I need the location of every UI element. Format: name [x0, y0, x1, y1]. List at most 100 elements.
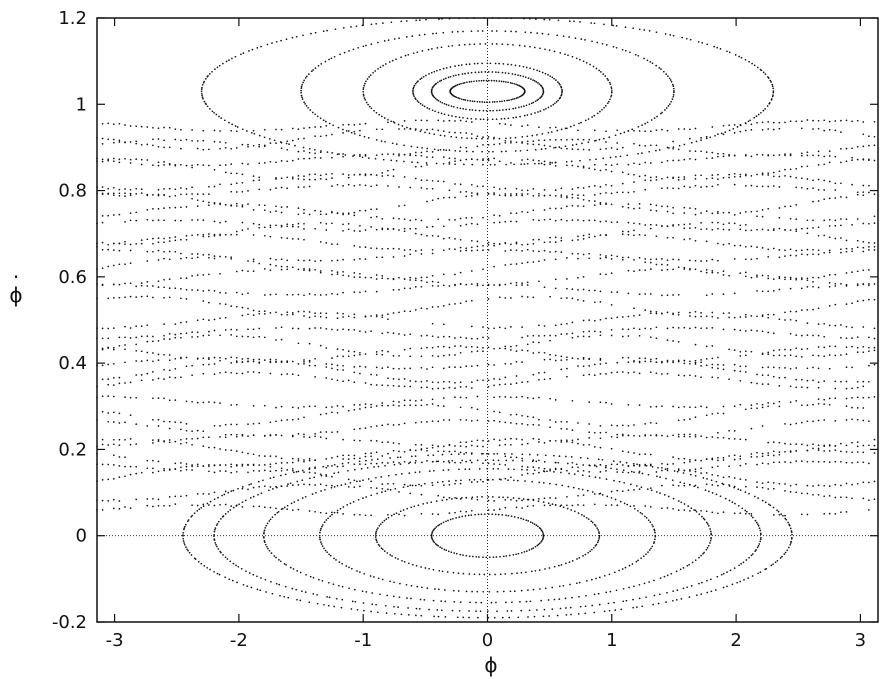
- orbit-point: [739, 455, 742, 458]
- orbit-point: [487, 71, 490, 73]
- orbit-point: [235, 435, 238, 438]
- orbit-point: [437, 235, 440, 238]
- orbit-point: [375, 530, 378, 533]
- orbit-point: [442, 387, 445, 390]
- orbit-point: [621, 205, 624, 208]
- orbit-point: [521, 282, 523, 284]
- orbit-point: [235, 423, 238, 426]
- orbit-point: [582, 504, 585, 507]
- orbit-point: [543, 249, 546, 252]
- orbit-point: [476, 445, 479, 448]
- orbit-point: [637, 559, 639, 562]
- orbit-point: [739, 316, 742, 318]
- orbit-point: [357, 498, 360, 501]
- orbit-point: [745, 559, 748, 561]
- orbit-point: [384, 490, 387, 493]
- orbit-point: [392, 449, 395, 452]
- orbit-point: [728, 173, 730, 176]
- orbit-point: [174, 421, 177, 423]
- orbit-point: [252, 328, 255, 331]
- orbit-point: [593, 22, 596, 25]
- orbit-point: [784, 376, 786, 379]
- orbit-point: [476, 395, 479, 398]
- orbit-point: [549, 334, 551, 337]
- orbit-point: [410, 584, 413, 587]
- orbit-point: [364, 258, 367, 260]
- orbit-point: [615, 156, 617, 158]
- orbit-point: [129, 249, 132, 252]
- orbit-point: [129, 192, 132, 195]
- orbit-point: [672, 85, 675, 88]
- orbit-point: [442, 445, 445, 448]
- orbit-point: [425, 162, 428, 164]
- orbit-point: [744, 258, 747, 261]
- orbit-point: [493, 192, 495, 194]
- orbit-point: [219, 202, 221, 205]
- orbit-point: [186, 520, 189, 523]
- orbit-point: [381, 316, 384, 319]
- orbit-point: [806, 227, 809, 230]
- orbit-point: [717, 367, 719, 370]
- orbit-point: [812, 285, 814, 288]
- orbit-point: [286, 313, 289, 316]
- orbit-point: [353, 174, 356, 176]
- orbit-point: [689, 186, 691, 189]
- orbit-point: [493, 101, 496, 103]
- orbit-point: [733, 438, 736, 440]
- orbit-point: [401, 125, 404, 127]
- orbit-point: [459, 381, 462, 384]
- orbit-point: [513, 590, 516, 592]
- orbit-point: [582, 219, 585, 222]
- orbit-point: [756, 402, 758, 405]
- orbit-point: [314, 364, 316, 367]
- orbit-point: [465, 337, 468, 339]
- orbit-point: [851, 451, 853, 454]
- orbit-point: [614, 134, 617, 137]
- orbit-point: [515, 456, 518, 459]
- orbit-point: [456, 616, 459, 619]
- orbit-point: [638, 470, 641, 473]
- orbit-point: [350, 26, 352, 28]
- orbit-point: [331, 259, 333, 262]
- orbit-point: [437, 285, 440, 287]
- orbit-point: [430, 501, 433, 504]
- orbit-point: [577, 194, 579, 196]
- orbit-point: [328, 58, 330, 61]
- orbit-point: [269, 434, 272, 436]
- orbit-point: [651, 62, 654, 65]
- orbit-point: [235, 361, 238, 364]
- orbit-point: [739, 478, 742, 480]
- orbit-point: [392, 384, 395, 387]
- orbit-point: [565, 160, 568, 163]
- orbit-point: [365, 591, 368, 593]
- orbit-point: [443, 113, 446, 116]
- orbit-point: [420, 335, 423, 337]
- orbit-point: [733, 183, 736, 186]
- orbit-point: [499, 100, 501, 103]
- orbit-point: [487, 440, 490, 442]
- orbit-point: [345, 130, 348, 132]
- orbit-point: [700, 472, 702, 474]
- orbit-point: [655, 31, 658, 34]
- orbit-point: [230, 305, 233, 307]
- orbit-point: [532, 466, 535, 468]
- orbit-point: [598, 536, 601, 538]
- orbit-point: [845, 419, 848, 421]
- orbit-point: [190, 554, 193, 556]
- orbit-point: [840, 251, 842, 254]
- orbit-point: [410, 506, 413, 509]
- orbit-point: [554, 497, 557, 499]
- orbit-point: [599, 334, 602, 337]
- orbit-point: [452, 75, 455, 77]
- orbit-point: [851, 302, 853, 305]
- orbit-point: [433, 96, 436, 99]
- orbit-point: [280, 419, 283, 422]
- orbit-point: [437, 197, 440, 200]
- orbit-point: [772, 366, 775, 369]
- orbit-point: [426, 368, 428, 370]
- orbit-point: [331, 378, 333, 381]
- orbit-point: [469, 601, 471, 604]
- orbit-point: [459, 351, 462, 354]
- orbit-point: [731, 501, 734, 503]
- orbit-point: [364, 276, 367, 279]
